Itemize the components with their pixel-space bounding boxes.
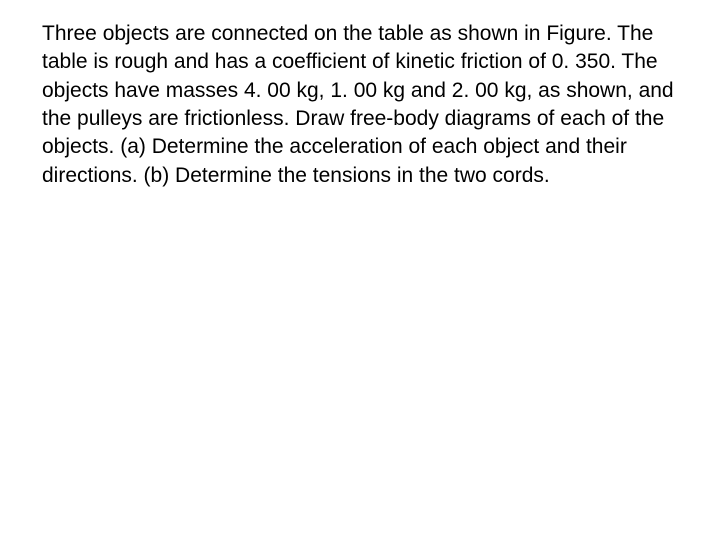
text-segment: , 1. 00 kg and <box>319 79 452 102</box>
value-mass-1: 4. 00 kg <box>244 79 319 102</box>
problem-text: Three objects are connected on the table… <box>0 0 720 190</box>
value-friction: 0. 350 <box>552 50 610 73</box>
value-mass-3: 2. 00 kg <box>452 79 527 102</box>
